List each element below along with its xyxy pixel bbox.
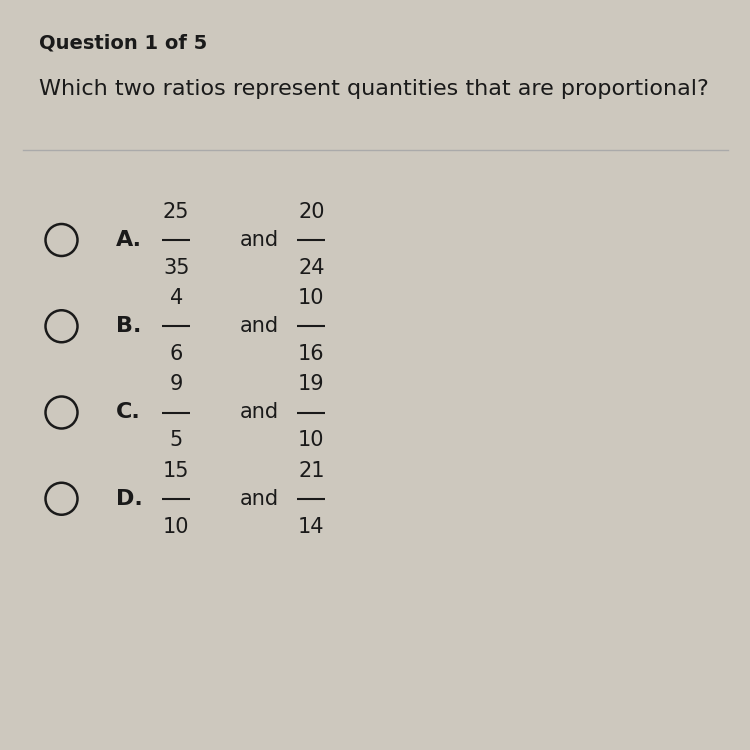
Text: D.: D. — [116, 489, 143, 508]
Text: B.: B. — [116, 316, 142, 336]
Text: 10: 10 — [298, 430, 325, 451]
Text: 5: 5 — [170, 430, 183, 451]
Text: 21: 21 — [298, 460, 325, 481]
Text: 14: 14 — [298, 517, 325, 537]
Text: 24: 24 — [298, 258, 325, 278]
Text: 6: 6 — [170, 344, 183, 364]
Text: 20: 20 — [298, 202, 325, 222]
Text: and: and — [240, 230, 279, 250]
Text: 35: 35 — [163, 258, 190, 278]
Text: 19: 19 — [298, 374, 325, 394]
Text: 15: 15 — [163, 460, 190, 481]
Text: C.: C. — [116, 403, 141, 422]
Text: 9: 9 — [170, 374, 183, 394]
Text: 16: 16 — [298, 344, 325, 364]
Text: 10: 10 — [298, 288, 325, 308]
Text: and: and — [240, 316, 279, 336]
Text: A.: A. — [116, 230, 142, 250]
Text: and: and — [240, 403, 279, 422]
Text: 25: 25 — [163, 202, 190, 222]
Text: Question 1 of 5: Question 1 of 5 — [39, 34, 207, 53]
Text: Which two ratios represent quantities that are proportional?: Which two ratios represent quantities th… — [39, 79, 709, 99]
Text: 10: 10 — [163, 517, 190, 537]
Text: 4: 4 — [170, 288, 183, 308]
Text: and: and — [240, 489, 279, 508]
